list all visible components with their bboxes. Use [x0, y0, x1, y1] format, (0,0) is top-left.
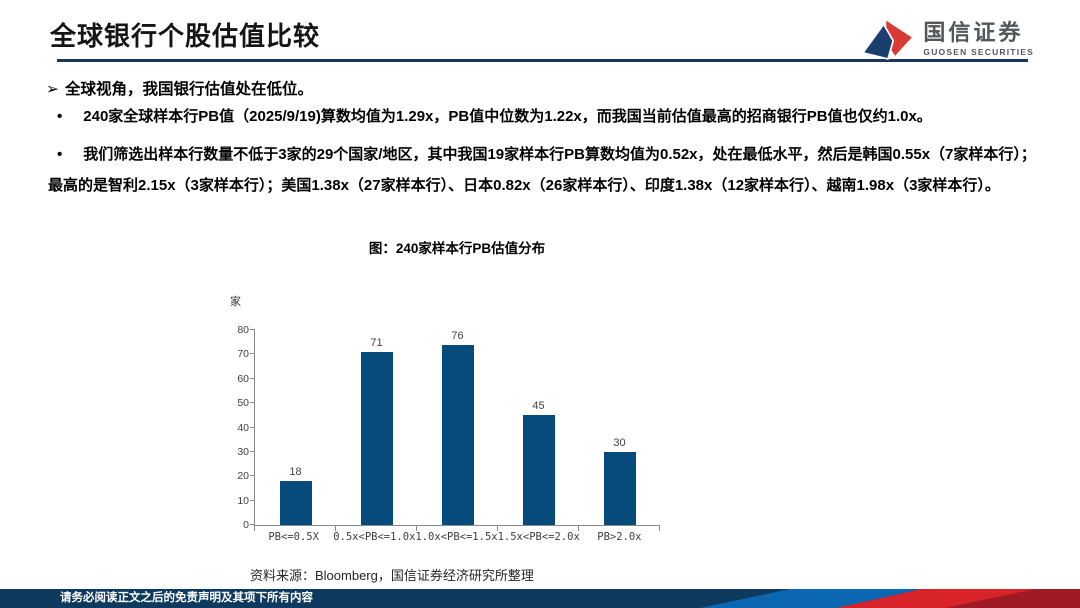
bar-value-label: 71 [370, 336, 383, 349]
x-category-label: 1.0x<PB<=1.5x [415, 531, 498, 543]
bar-slot: 30 [579, 330, 660, 525]
y-tick-mark [250, 353, 255, 355]
y-tick-label: 40 [237, 421, 249, 434]
y-tick-mark [250, 329, 255, 330]
y-tick-mark [250, 450, 255, 452]
bullet-item: • 240家全球样本行PB值（2025/9/19)算数均值为1.29x，PB值中位… [48, 107, 1038, 127]
y-tick-label: 0 [243, 519, 249, 531]
x-tick-mark [416, 526, 417, 531]
footer-banner: 请务必阅读正文之后的免责声明及其项下所有内容 [0, 589, 1080, 608]
y-tick-label: 30 [237, 445, 249, 458]
x-tick-mark [578, 526, 579, 531]
bar-value-label: 18 [289, 466, 302, 479]
bar [441, 345, 474, 525]
x-axis-labels: PB<=0.5X 0.5x<PB<=1.0x 1.0x<PB<=1.5x 1.5x<P… [254, 531, 659, 543]
y-tick-mark [250, 499, 255, 501]
y-tick-label: 70 [237, 348, 249, 361]
y-tick-mark [250, 402, 255, 404]
logo-text: 国信证券 GUOSEN SECURITIES [923, 20, 1034, 58]
plot-area: 18 71 76 45 30 [250, 329, 660, 531]
chart-body: 0 10 20 30 40 50 60 70 80 18 71 76 45 30 PB<=0.5X 0.5… [228, 324, 660, 543]
y-axis-unit-label: 家 [230, 296, 241, 308]
guosen-logo: 国信证券 GUOSEN SECURITIES [862, 16, 1034, 62]
bar [603, 451, 636, 525]
y-tick-label: 20 [237, 470, 249, 483]
logo-name-en: GUOSEN SECURITIES [923, 47, 1034, 57]
disclaimer-text: 请务必阅读正文之后的免责声明及其项下所有内容 [60, 592, 313, 604]
bar [360, 351, 393, 525]
lead-bullet-text: 全球视角，我国银行估值处在低位。 [65, 81, 314, 98]
y-tick-label: 60 [237, 372, 249, 385]
logo-name-cn: 国信证券 [923, 20, 1024, 45]
bullet-text: 我们筛选出样本行数量不低于3家的29个国家/地区，其中我国19家样本行PB算数均… [48, 146, 1036, 194]
bar-slot: 45 [498, 330, 579, 525]
bar-value-label: 45 [532, 400, 545, 413]
bar-slot: 76 [417, 330, 498, 525]
bar [279, 481, 312, 525]
figure-title: 图：240家样本行PB估值分布 [368, 241, 546, 256]
y-axis: 0 10 20 30 40 50 60 70 80 [228, 324, 254, 531]
x-category-label: 0.5x<PB<=1.0x [333, 531, 416, 543]
bar-slot: 18 [255, 330, 336, 525]
y-tick-mark [250, 377, 255, 379]
dot-bullet-icon: • [57, 146, 63, 163]
dot-bullet-icon: • [57, 108, 63, 125]
y-tick-mark [250, 426, 255, 428]
bullet-text: 240家全球样本行PB值（2025/9/19)算数均值为1.29x，PB值中位数… [83, 108, 932, 125]
plot-wrap: 18 71 76 45 30 PB<=0.5X 0.5x<PB<=1.0x 1.0x<PB<… [250, 329, 660, 543]
arrow-bullet-icon: ➢ [46, 81, 59, 98]
bar-value-label: 76 [451, 330, 464, 342]
bar-value-label: 30 [613, 436, 626, 449]
y-tick-label: 10 [237, 494, 249, 507]
y-tick-mark [250, 475, 255, 477]
x-tick-mark [659, 526, 660, 531]
x-tick-mark [254, 526, 255, 531]
y-tick-label: 80 [237, 324, 249, 336]
x-tick-mark [497, 526, 498, 531]
x-category-label: 1.5x<PB<=2.0x [497, 531, 580, 543]
bullet-item: • 我们筛选出样本行数量不低于3家的29个国家/地区，其中我国19家样本行PB算数… [48, 139, 1038, 201]
x-tick-mark [335, 526, 336, 531]
guosen-logo-icon [862, 16, 915, 62]
x-category-label: PB<=0.5X [268, 531, 319, 543]
y-tick-mark [250, 524, 255, 525]
page-title: 全球银行个股估值比较 [50, 21, 321, 51]
y-tick-label: 50 [237, 397, 249, 410]
bar-slot: 71 [336, 330, 417, 525]
x-category-label: PB>2.0x [597, 531, 642, 543]
lead-bullet: ➢ 全球视角，我国银行估值处在低位。 [46, 77, 313, 99]
title-underline [57, 59, 1028, 62]
source-note: 资料来源：Bloomberg，国信证券经济研究所整理 [250, 568, 534, 583]
bar-chart: 家 0 10 20 30 40 50 60 70 80 18 71 76 45 30 PB<=0.5X 0… [228, 296, 660, 543]
bar [522, 415, 555, 525]
